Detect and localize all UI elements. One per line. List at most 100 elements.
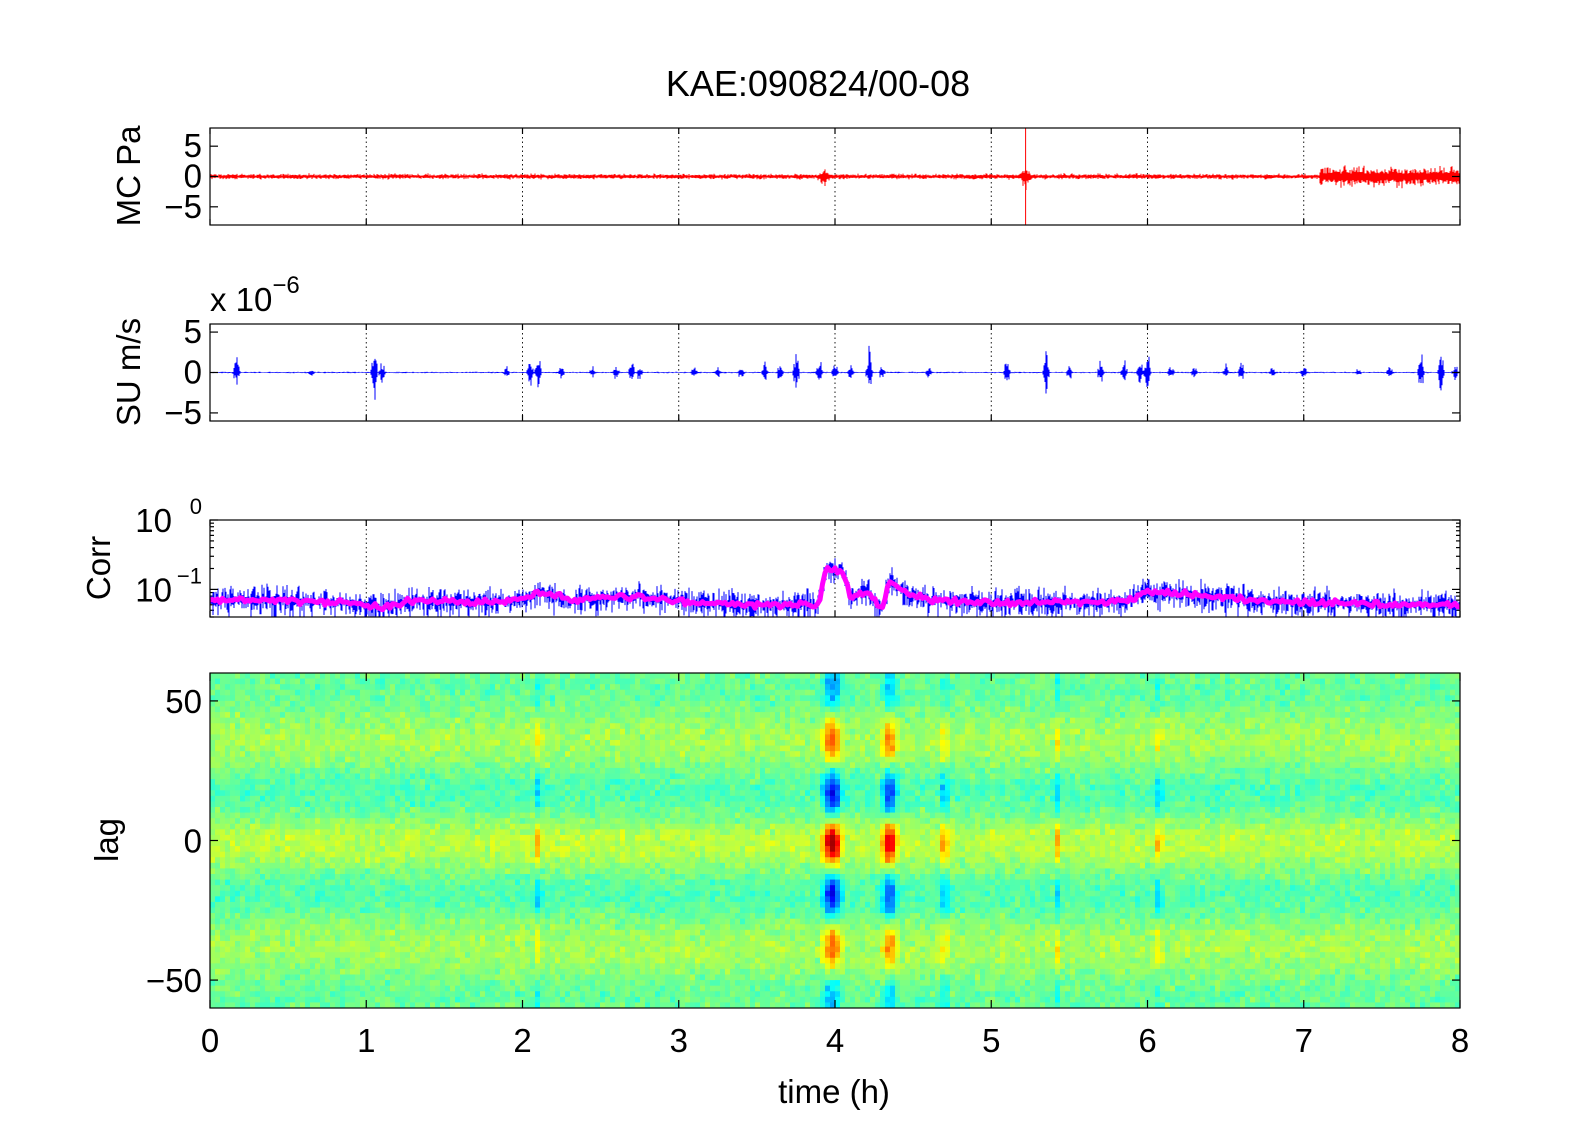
heatmap-cell bbox=[310, 1002, 316, 1008]
heatmap-cell bbox=[590, 790, 596, 797]
heatmap-cell bbox=[590, 684, 596, 691]
heatmap-cell bbox=[330, 784, 336, 791]
heatmap-cell bbox=[435, 700, 441, 708]
heatmap-cell bbox=[225, 857, 231, 864]
heatmap-cell bbox=[255, 957, 261, 964]
heatmap-cell bbox=[430, 879, 436, 886]
heatmap-cell bbox=[230, 818, 236, 825]
heatmap-cell bbox=[485, 829, 491, 836]
heatmap-cell bbox=[350, 980, 356, 987]
heatmap-cell bbox=[525, 851, 531, 858]
heatmap-cell bbox=[265, 751, 271, 758]
heatmap-cell bbox=[250, 734, 256, 741]
heatmap-cell bbox=[255, 773, 261, 780]
heatmap-cell bbox=[530, 862, 536, 870]
heatmap-cell bbox=[455, 795, 461, 803]
heatmap-cell bbox=[550, 678, 556, 685]
heatmap-cell bbox=[485, 678, 491, 685]
heatmap-cell bbox=[260, 712, 266, 719]
heatmap-cell bbox=[250, 673, 256, 680]
heatmap-cell bbox=[480, 862, 486, 870]
heatmap-cell bbox=[425, 779, 431, 786]
heatmap-cell bbox=[290, 784, 296, 791]
heatmap-cell bbox=[510, 946, 516, 953]
heatmap-cell bbox=[450, 818, 456, 825]
heatmap-cell bbox=[525, 784, 531, 791]
heatmap-cell bbox=[470, 807, 476, 814]
heatmap-cell bbox=[240, 918, 246, 925]
heatmap-cell bbox=[430, 762, 436, 769]
heatmap-cell bbox=[380, 957, 386, 964]
heatmap-cell bbox=[315, 795, 321, 803]
heatmap-cell bbox=[280, 740, 286, 747]
heatmap-cell bbox=[590, 695, 596, 702]
heatmap-cell bbox=[370, 801, 376, 808]
heatmap-cell bbox=[235, 851, 241, 858]
heatmap-cell bbox=[380, 818, 386, 825]
heatmap-cell bbox=[575, 723, 581, 730]
heatmap-cell bbox=[380, 941, 386, 948]
heatmap-cell bbox=[350, 890, 356, 897]
heatmap-cell bbox=[280, 957, 286, 964]
heatmap-cell bbox=[520, 795, 526, 803]
heatmap-cell bbox=[580, 974, 586, 981]
heatmap-cell bbox=[610, 779, 616, 786]
heatmap-cell bbox=[435, 996, 441, 1004]
heatmap-cell bbox=[335, 762, 341, 769]
heatmap-cell bbox=[250, 890, 256, 897]
heatmap-cell bbox=[345, 745, 351, 752]
heatmap-cell bbox=[305, 790, 311, 797]
heatmap-cell bbox=[225, 946, 231, 953]
heatmap-cell bbox=[305, 952, 311, 959]
heatmap-cell bbox=[395, 862, 401, 870]
heatmap-cell bbox=[430, 734, 436, 741]
heatmap-cell bbox=[255, 834, 261, 842]
heatmap-cell bbox=[305, 963, 311, 970]
heatmap-cell bbox=[460, 751, 466, 758]
heatmap-cell bbox=[450, 968, 456, 976]
heatmap-cell bbox=[495, 829, 501, 836]
heatmap-cell bbox=[370, 907, 376, 914]
heatmap-cell bbox=[465, 829, 471, 836]
heatmap-cell bbox=[370, 851, 376, 858]
heatmap-cell bbox=[310, 963, 316, 970]
heatmap-cell bbox=[275, 918, 281, 925]
heatmap-cell bbox=[605, 840, 611, 847]
heatmap-cell bbox=[565, 829, 571, 836]
heatmap-cell bbox=[270, 734, 276, 741]
heatmap-cell bbox=[575, 952, 581, 959]
heatmap-cell bbox=[305, 896, 311, 903]
heatmap-cell bbox=[320, 779, 326, 786]
heatmap-cell bbox=[545, 717, 551, 724]
heatmap-cell bbox=[385, 723, 391, 730]
heatmap-cell bbox=[315, 946, 321, 953]
heatmap-cell bbox=[350, 913, 356, 920]
heatmap-cell bbox=[500, 734, 506, 741]
heatmap-cell bbox=[405, 818, 411, 825]
heatmap-cell bbox=[210, 896, 216, 903]
heatmap-cell bbox=[580, 717, 586, 724]
heatmap-cell bbox=[395, 907, 401, 914]
heatmap-cell bbox=[375, 723, 381, 730]
heatmap-cell bbox=[590, 745, 596, 752]
heatmap-cell bbox=[400, 885, 406, 892]
heatmap-cell bbox=[610, 851, 616, 858]
heatmap-cell bbox=[285, 801, 291, 808]
heatmap-cell bbox=[275, 807, 281, 814]
heatmap-cell bbox=[445, 840, 451, 847]
heatmap-cell bbox=[595, 862, 601, 870]
heatmap-cell bbox=[225, 851, 231, 858]
heatmap-cell bbox=[570, 807, 576, 814]
heatmap-cell bbox=[355, 968, 361, 976]
heatmap-cell bbox=[535, 907, 541, 914]
heatmap-cell bbox=[600, 829, 606, 836]
heatmap-cell bbox=[515, 689, 521, 696]
heatmap-cell bbox=[250, 790, 256, 797]
heatmap-cell bbox=[235, 740, 241, 747]
heatmap-cell bbox=[460, 728, 466, 736]
heatmap-cell bbox=[560, 957, 566, 964]
heatmap-cell bbox=[490, 767, 496, 775]
heatmap-cell bbox=[270, 689, 276, 696]
heatmap-cell bbox=[605, 918, 611, 925]
heatmap-cell bbox=[525, 723, 531, 730]
